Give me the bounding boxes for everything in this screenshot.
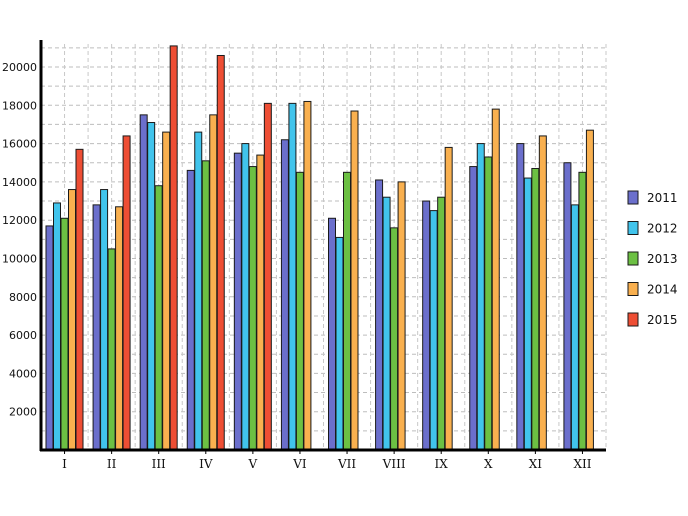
x-tick-label: VI bbox=[292, 457, 307, 471]
bar-2013-II bbox=[107, 248, 116, 451]
bar-2014-VIII bbox=[397, 181, 406, 451]
legend-label-2013: 2013 bbox=[647, 252, 678, 266]
bar-2012-X bbox=[476, 143, 485, 451]
bar-2012-VIII bbox=[382, 196, 391, 451]
bar-2015-II bbox=[122, 135, 131, 451]
bar-2015-V bbox=[263, 102, 272, 451]
x-tick-label: X bbox=[484, 457, 493, 471]
legend-label-2011: 2011 bbox=[647, 191, 678, 205]
bar-2011-XI bbox=[516, 143, 525, 451]
y-tick-label: 6000 bbox=[9, 329, 37, 342]
bar-2014-III bbox=[162, 131, 171, 451]
x-tick-label: VIII bbox=[382, 457, 406, 471]
x-tick-label: XII bbox=[573, 457, 591, 471]
x-tick-label: IX bbox=[435, 457, 449, 471]
bar-2014-VI bbox=[303, 100, 312, 451]
bar-2012-VII bbox=[335, 236, 344, 451]
y-tick-label: 4000 bbox=[9, 367, 37, 380]
legend-swatch-2014 bbox=[627, 282, 639, 296]
y-tick-label: 8000 bbox=[9, 291, 37, 304]
y-tick-label: 12000 bbox=[2, 214, 37, 227]
bar-2013-VI bbox=[295, 171, 304, 451]
bar-2013-V bbox=[248, 166, 257, 451]
legend-swatch-2012 bbox=[627, 221, 639, 235]
bar-2011-XII bbox=[563, 162, 572, 451]
bar-2011-I bbox=[45, 225, 54, 451]
bar-2013-III bbox=[154, 185, 163, 451]
legend-label-2012: 2012 bbox=[647, 222, 678, 236]
x-tick-label: II bbox=[107, 457, 117, 471]
legend-swatch-2011 bbox=[627, 190, 639, 205]
bar-2012-XI bbox=[523, 177, 532, 451]
bar-2014-VII bbox=[350, 110, 359, 451]
legend-label-2014: 2014 bbox=[647, 283, 678, 297]
bar-2013-VIII bbox=[390, 227, 399, 451]
y-tick-label: 14000 bbox=[2, 176, 37, 189]
x-tick-label: I bbox=[62, 457, 67, 471]
bar-2011-VIII bbox=[375, 179, 384, 451]
bar-2012-XII bbox=[570, 204, 579, 451]
y-tick-label: 18000 bbox=[2, 99, 37, 112]
bar-2014-I bbox=[68, 189, 76, 451]
bar-2013-X bbox=[484, 156, 493, 451]
bar-2014-IV bbox=[209, 114, 218, 451]
bar-2011-V bbox=[233, 152, 242, 451]
legend-label-2015: 2015 bbox=[647, 313, 678, 327]
bar-2012-IX bbox=[429, 210, 438, 451]
bar-2011-II bbox=[92, 204, 101, 451]
bar-2014-V bbox=[256, 154, 265, 451]
x-tick-label: IV bbox=[199, 457, 213, 471]
y-tick-label: 16000 bbox=[2, 138, 37, 151]
bar-2013-IV bbox=[201, 160, 210, 451]
x-tick-label: XI bbox=[529, 457, 543, 471]
bar-2011-VI bbox=[280, 139, 289, 451]
y-tick-label: 2000 bbox=[9, 406, 37, 419]
bar-2012-IV bbox=[194, 131, 203, 451]
bar-2011-VII bbox=[328, 217, 336, 451]
bar-2011-IX bbox=[422, 200, 431, 451]
bar-2015-IV bbox=[216, 54, 225, 451]
legend-swatch-2013 bbox=[627, 251, 639, 266]
bar-2011-III bbox=[139, 114, 148, 451]
bar-2014-XII bbox=[585, 129, 594, 451]
x-tick-label: VII bbox=[337, 457, 356, 471]
bar-2011-IV bbox=[186, 169, 195, 451]
bar-2014-II bbox=[115, 206, 124, 451]
bar-2013-VII bbox=[343, 171, 351, 451]
axes: 2000 4000 6000 8000 10000 12000 14000 16000 1800… bbox=[2, 40, 606, 471]
bar-2012-V bbox=[241, 143, 250, 451]
bar-2014-XI bbox=[538, 135, 547, 451]
bar-2012-III bbox=[147, 122, 156, 451]
bar-2014-IX bbox=[444, 146, 453, 451]
bar-2013-XII bbox=[578, 171, 587, 451]
x-tick-label: V bbox=[248, 457, 258, 471]
legend-swatch-2015 bbox=[627, 312, 639, 327]
legend: 2011 2012 2013 2014 2015 bbox=[627, 190, 678, 327]
bar-2012-I bbox=[53, 202, 61, 451]
bar-2012-VI bbox=[288, 102, 297, 451]
bars bbox=[45, 45, 594, 451]
bar-2013-IX bbox=[437, 196, 446, 451]
bar-2013-I bbox=[60, 217, 69, 451]
bar-2011-X bbox=[469, 166, 478, 451]
bar-2012-II bbox=[100, 189, 109, 451]
bar-2013-XI bbox=[531, 167, 540, 451]
bar-2015-I bbox=[75, 148, 84, 451]
y-tick-label: 10000 bbox=[2, 252, 37, 265]
bar-2015-III bbox=[169, 45, 178, 451]
y-tick-label: 20000 bbox=[2, 61, 37, 74]
bar-2014-X bbox=[491, 108, 500, 451]
x-tick-label: III bbox=[152, 457, 166, 471]
